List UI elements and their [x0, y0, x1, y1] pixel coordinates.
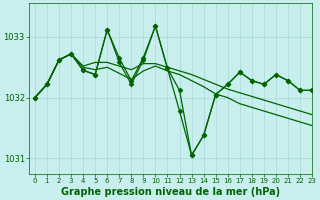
X-axis label: Graphe pression niveau de la mer (hPa): Graphe pression niveau de la mer (hPa): [61, 187, 280, 197]
